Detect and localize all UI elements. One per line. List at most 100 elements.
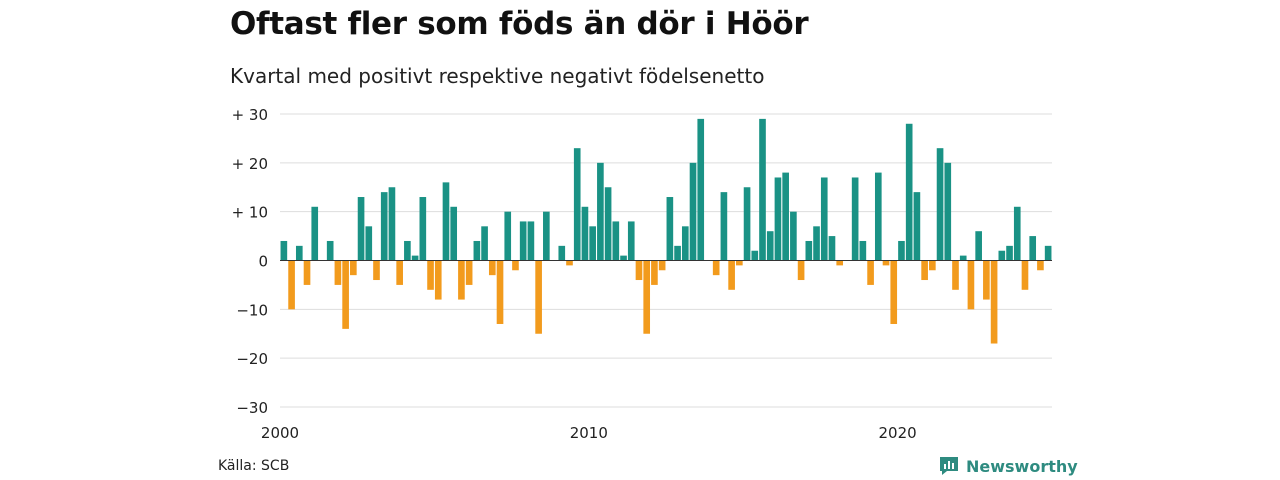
bar xyxy=(697,118,705,261)
bar xyxy=(334,260,342,285)
bar xyxy=(465,260,473,285)
bar xyxy=(635,260,643,281)
y-tick-label: −20 xyxy=(236,350,268,368)
chart-subtitle: Kvartal med positivt respektive negativt… xyxy=(230,64,765,88)
bar xyxy=(736,260,743,266)
bar xyxy=(929,260,936,271)
bar xyxy=(504,211,512,261)
bar xyxy=(388,187,396,261)
bar xyxy=(836,260,844,266)
brand-logo: Newsworthy xyxy=(938,455,1078,477)
bar xyxy=(419,197,427,261)
bar xyxy=(643,260,651,334)
bar xyxy=(998,250,1006,261)
bar xyxy=(620,255,627,261)
bar xyxy=(1006,245,1013,261)
bar xyxy=(828,236,836,261)
bar xyxy=(797,260,805,281)
bar xyxy=(295,245,303,261)
grid-lines xyxy=(280,113,1052,408)
bar xyxy=(681,226,689,261)
bar xyxy=(944,162,952,261)
y-axis-ticks: + 30 + 20 + 10 0 −10 −20 −30 xyxy=(232,106,268,417)
bar xyxy=(666,197,674,261)
bar xyxy=(458,260,465,300)
bar xyxy=(751,250,759,261)
bar xyxy=(813,226,820,261)
bar xyxy=(1037,260,1044,271)
brand-name: Newsworthy xyxy=(966,456,1078,476)
bar xyxy=(280,240,288,261)
bar xyxy=(874,172,882,261)
bar xyxy=(913,192,921,261)
bar xyxy=(1029,236,1037,261)
bar xyxy=(597,162,604,261)
bar xyxy=(921,260,928,281)
bar xyxy=(766,231,774,261)
source-note: Källa: SCB xyxy=(218,458,290,474)
bar xyxy=(820,177,828,261)
bar xyxy=(936,148,944,261)
bar xyxy=(712,260,720,276)
bar xyxy=(627,221,635,261)
bar xyxy=(535,260,542,334)
bar xyxy=(867,260,874,285)
bar xyxy=(519,221,527,261)
bar xyxy=(365,226,373,261)
bar xyxy=(442,182,450,261)
bar xyxy=(396,260,403,285)
bar xyxy=(573,148,581,261)
bar xyxy=(975,231,982,261)
bar xyxy=(959,255,967,261)
bar xyxy=(288,260,295,310)
bar xyxy=(674,245,681,261)
y-tick-label: 0 xyxy=(258,253,268,271)
bar xyxy=(1021,260,1029,290)
bar xyxy=(342,260,349,329)
bar xyxy=(512,260,519,271)
bar xyxy=(311,206,319,261)
x-tick-label: 2010 xyxy=(570,424,608,442)
bar xyxy=(728,260,735,290)
bar xyxy=(303,260,311,285)
y-tick-label: + 30 xyxy=(232,106,268,124)
bar xyxy=(473,240,481,261)
bar xyxy=(427,260,434,290)
bar xyxy=(404,240,411,261)
bar xyxy=(604,187,612,261)
bar xyxy=(527,221,535,261)
bar xyxy=(774,177,782,261)
bar xyxy=(612,221,620,261)
bar xyxy=(967,260,975,310)
bar xyxy=(720,192,728,261)
bar xyxy=(1044,245,1052,261)
bar xyxy=(488,260,496,276)
bars xyxy=(280,118,1052,344)
bar xyxy=(882,260,890,266)
x-axis-ticks: 2000 2010 2020 xyxy=(261,424,917,442)
bar xyxy=(759,118,766,261)
bar xyxy=(589,226,596,261)
y-tick-label: + 20 xyxy=(232,155,268,173)
bar xyxy=(805,240,813,261)
x-tick-label: 2000 xyxy=(261,424,299,442)
bar xyxy=(952,260,959,290)
bar xyxy=(782,172,789,261)
bar xyxy=(983,260,990,300)
bar xyxy=(905,123,913,261)
bar xyxy=(434,260,442,300)
y-tick-label: −30 xyxy=(236,399,268,417)
bar-chart-speech-bubble-icon xyxy=(940,457,958,475)
bar xyxy=(581,206,589,261)
bar xyxy=(558,245,566,261)
bar xyxy=(790,211,797,261)
chart-title: Oftast fler som föds än dör i Höör xyxy=(230,6,809,42)
bar xyxy=(990,260,998,344)
bar xyxy=(689,162,697,261)
bar xyxy=(481,226,488,261)
bar xyxy=(450,206,458,261)
bar xyxy=(350,260,357,276)
bar xyxy=(859,240,867,261)
bar xyxy=(898,240,905,261)
